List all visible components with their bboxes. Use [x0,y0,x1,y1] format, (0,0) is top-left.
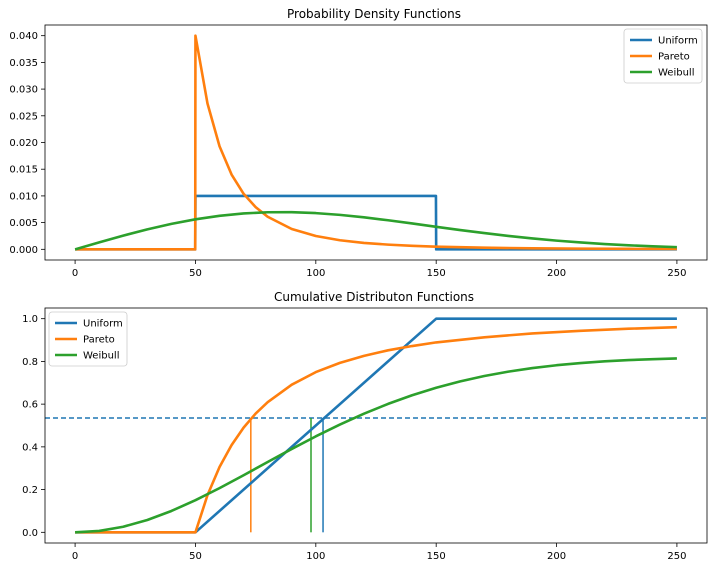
cdf-xtick-label: 50 [189,551,202,562]
pdf-legend-box [623,28,703,84]
pdf-chart-frame [44,24,708,261]
pdf-ytick-label: 0.005 [9,218,38,229]
pdf-ytick-label: 0.040 [9,31,38,42]
pdf-ytick-label: 0.020 [9,138,38,149]
pdf-xtick-label: 0 [72,268,78,279]
pdf-chart-title: Probability Density Functions [287,7,461,21]
cdf-legend-box [48,311,128,367]
cdf-xtick-label: 250 [667,551,686,562]
pdf-series-pareto [75,34,677,251]
pdf-ytick-label: 0.035 [9,58,38,69]
cdf-series-uniform [75,317,677,534]
pdf-xtick-label: 150 [427,268,446,279]
cdf-chart: Cumulative Distributon Functions 0 50 100 1… [22,290,708,562]
cdf-legend-label-weibull: Weibull [83,351,119,362]
pdf-ytick-label: 0.025 [9,111,38,122]
cdf-ytick-label: 0.0 [22,528,38,539]
pdf-series-uniform [75,194,677,251]
cdf-ytick-label: 1.0 [22,314,38,325]
cdf-xtick-label: 200 [547,551,566,562]
pdf-legend: Uniform Pareto Weibull [623,28,703,84]
pdf-xtick-label: 250 [667,268,686,279]
pdf-chart: Probability Density Functions 0 50 100 150 2… [9,7,708,279]
pdf-ytick-label: 0.000 [9,245,38,256]
cdf-series-weibull [75,357,677,534]
cdf-series-pareto [75,325,677,534]
pdf-legend-label-pareto: Pareto [658,52,690,63]
cdf-legend: Uniform Pareto Weibull [48,311,128,367]
pdf-xtick-label: 100 [306,268,325,279]
pdf-ytick-label: 0.015 [9,165,38,176]
cdf-ytick-label: 0.4 [22,442,38,453]
cdf-legend-label-uniform: Uniform [83,319,123,330]
pdf-ytick-label: 0.030 [9,85,38,96]
pdf-series-weibull [74,210,677,251]
cdf-ytick-label: 0.2 [22,485,38,496]
pdf-legend-label-uniform: Uniform [658,36,698,47]
cdf-legend-label-pareto: Pareto [83,335,115,346]
pdf-ytick-label: 0.010 [9,191,38,202]
pdf-legend-label-weibull: Weibull [658,68,694,79]
cdf-ytick-label: 0.6 [22,400,38,411]
cdf-chart-title: Cumulative Distributon Functions [274,290,474,304]
cdf-chart-frame [44,307,708,544]
cdf-xtick-label: 0 [72,551,78,562]
pdf-xtick-label: 50 [189,268,202,279]
cdf-xtick-label: 150 [427,551,446,562]
pdf-xtick-label: 200 [547,268,566,279]
cdf-xtick-label: 100 [306,551,325,562]
cdf-ytick-label: 0.8 [22,357,38,368]
